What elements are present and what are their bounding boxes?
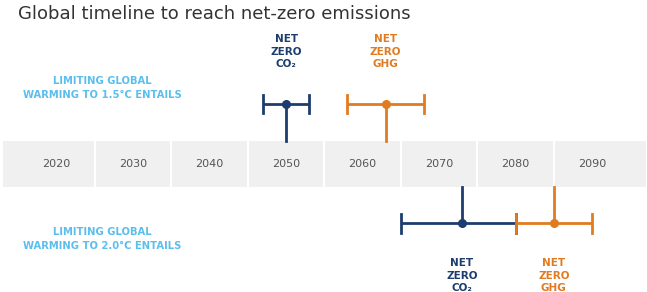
Text: 2020: 2020: [43, 159, 71, 168]
Text: 2060: 2060: [349, 159, 377, 168]
FancyBboxPatch shape: [3, 140, 646, 187]
Text: 2040: 2040: [195, 159, 224, 168]
Text: LIMITING GLOBAL
WARMING TO 2.0°C ENTAILS: LIMITING GLOBAL WARMING TO 2.0°C ENTAILS: [23, 227, 182, 251]
Text: LIMITING GLOBAL
WARMING TO 1.5°C ENTAILS: LIMITING GLOBAL WARMING TO 1.5°C ENTAILS: [23, 76, 182, 100]
Text: 2070: 2070: [425, 159, 454, 168]
Text: 2090: 2090: [578, 159, 606, 168]
Text: NET
ZERO
GHG: NET ZERO GHG: [538, 258, 569, 292]
Text: 2050: 2050: [272, 159, 300, 168]
Text: NET
ZERO
CO₂: NET ZERO CO₂: [446, 258, 477, 292]
Text: Global timeline to reach net-zero emissions: Global timeline to reach net-zero emissi…: [19, 5, 411, 22]
Text: 2080: 2080: [501, 159, 530, 168]
Text: 2030: 2030: [119, 159, 148, 168]
Text: NET
ZERO
GHG: NET ZERO GHG: [370, 34, 401, 69]
Text: NET
ZERO
CO₂: NET ZERO CO₂: [270, 34, 302, 69]
